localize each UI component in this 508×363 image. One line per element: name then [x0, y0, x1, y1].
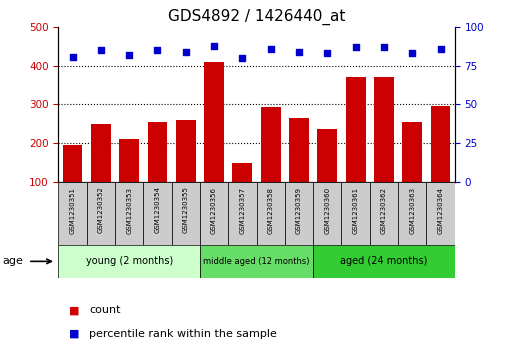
Point [238, 55, 246, 61]
Bar [374, 77, 394, 220]
Text: age: age [3, 256, 23, 266]
Bar [341, 182, 370, 245]
Point [267, 46, 275, 52]
Bar [257, 182, 285, 245]
Text: GSM1230361: GSM1230361 [353, 187, 359, 234]
Text: young (2 months): young (2 months) [85, 256, 173, 266]
Point [436, 46, 444, 52]
Bar [176, 120, 196, 220]
Text: GSM1230352: GSM1230352 [98, 187, 104, 233]
Bar [62, 145, 82, 220]
Bar [402, 122, 422, 220]
Bar [228, 182, 257, 245]
Text: GSM1230358: GSM1230358 [268, 187, 274, 233]
Bar [285, 182, 313, 245]
Text: count: count [89, 305, 120, 315]
Bar [289, 118, 309, 220]
Bar [233, 163, 252, 220]
Point [210, 43, 218, 49]
Bar [148, 122, 167, 220]
Text: ■: ■ [69, 305, 79, 315]
Bar [119, 139, 139, 220]
Bar [143, 182, 172, 245]
Text: GDS4892 / 1426440_at: GDS4892 / 1426440_at [168, 9, 345, 25]
Point [380, 44, 388, 50]
Text: GSM1230364: GSM1230364 [437, 187, 443, 233]
Bar [115, 182, 143, 245]
Text: GSM1230357: GSM1230357 [239, 187, 245, 233]
Bar [58, 182, 87, 245]
Text: GSM1230359: GSM1230359 [296, 187, 302, 233]
Text: middle aged (12 months): middle aged (12 months) [203, 257, 310, 266]
Bar [204, 62, 224, 220]
Bar [370, 182, 398, 245]
Text: GSM1230356: GSM1230356 [211, 187, 217, 233]
Bar [87, 182, 115, 245]
Text: GSM1230355: GSM1230355 [183, 187, 189, 233]
Text: GSM1230351: GSM1230351 [70, 187, 76, 233]
Bar [345, 77, 365, 220]
Bar [200, 182, 228, 245]
Text: GSM1230353: GSM1230353 [126, 187, 132, 233]
Point [352, 44, 360, 50]
Text: GSM1230362: GSM1230362 [381, 187, 387, 233]
Bar [318, 130, 337, 220]
Text: GSM1230363: GSM1230363 [409, 187, 415, 234]
Text: aged (24 months): aged (24 months) [340, 256, 428, 266]
Bar [172, 182, 200, 245]
Point [408, 50, 416, 56]
Text: GSM1230354: GSM1230354 [154, 187, 161, 233]
Bar [313, 182, 341, 245]
Bar [398, 182, 426, 245]
Point [182, 49, 190, 55]
Bar [58, 245, 200, 278]
Bar [313, 245, 455, 278]
Bar [261, 107, 280, 220]
Point [125, 52, 133, 58]
Bar [431, 106, 451, 220]
Bar [426, 182, 455, 245]
Text: ■: ■ [69, 329, 79, 339]
Point [97, 48, 105, 53]
Text: percentile rank within the sample: percentile rank within the sample [89, 329, 277, 339]
Point [295, 49, 303, 55]
Point [153, 48, 162, 53]
Point [69, 54, 77, 60]
Bar [91, 124, 111, 220]
Point [323, 50, 331, 56]
Text: GSM1230360: GSM1230360 [324, 187, 330, 234]
Bar [200, 245, 313, 278]
